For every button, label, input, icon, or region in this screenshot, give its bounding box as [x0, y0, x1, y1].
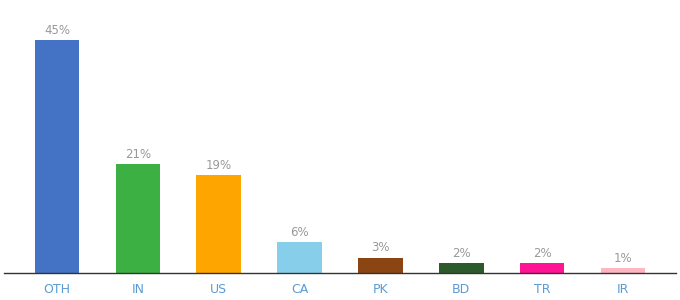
Text: 1%: 1%: [614, 252, 632, 265]
Bar: [277, 242, 322, 273]
Bar: [197, 175, 241, 273]
Bar: [439, 263, 483, 273]
Text: 2%: 2%: [533, 247, 551, 260]
Text: 6%: 6%: [290, 226, 309, 239]
Bar: [358, 258, 403, 273]
Text: 3%: 3%: [371, 242, 390, 254]
Bar: [116, 164, 160, 273]
Bar: [35, 40, 79, 273]
Text: 21%: 21%: [124, 148, 151, 161]
Text: 2%: 2%: [452, 247, 471, 260]
Bar: [520, 263, 564, 273]
Bar: [601, 268, 645, 273]
Text: 45%: 45%: [44, 24, 70, 37]
Text: 19%: 19%: [205, 159, 232, 172]
